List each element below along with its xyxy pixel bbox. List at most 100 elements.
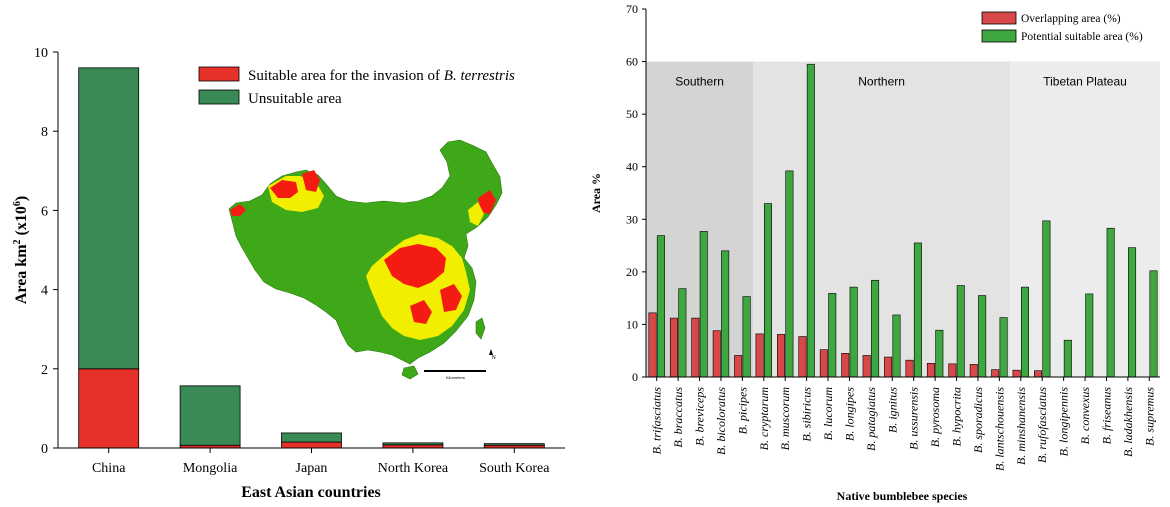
right-bar-potential <box>742 296 751 378</box>
right-x-tick-label: B. supremus <box>1142 387 1156 446</box>
right-bar-overlapping <box>691 317 700 378</box>
right-bar-potential <box>1020 286 1029 378</box>
right-bar-potential <box>935 329 944 378</box>
right-bar-potential <box>806 63 815 378</box>
right-y-tick-label: 10 <box>626 317 638 331</box>
right-bar-potential <box>978 295 987 378</box>
right-x-tick-label: B. lantschouensis <box>992 387 1006 471</box>
right-bar-potential <box>1085 293 1094 378</box>
right-bar-potential <box>721 250 730 378</box>
right-bar-overlapping <box>991 369 1000 378</box>
right-x-tick-label: B. bicoloratus <box>714 387 728 455</box>
right-bar-potential <box>656 235 665 378</box>
right-x-tick-label: B. breviceps <box>693 387 707 446</box>
left-bar-unsuitable <box>483 443 545 446</box>
right-y-tick-label: 60 <box>626 55 638 69</box>
left-x-tick-label: China <box>92 461 126 476</box>
right-bar-potential <box>849 286 858 378</box>
left-y-ticks: 0 2 4 6 8 10 <box>34 46 58 457</box>
right-bar-potential <box>1149 270 1158 378</box>
map-red-south <box>410 300 432 324</box>
right-bar-overlapping <box>819 349 828 378</box>
right-bar-overlapping <box>648 312 657 378</box>
right-bar-overlapping <box>905 359 914 378</box>
region-label: Southern <box>675 75 724 89</box>
right-x-tick-label: B. ladakhensis <box>1121 387 1135 457</box>
right-bar-overlapping <box>926 363 935 378</box>
right-bar-overlapping <box>969 364 978 378</box>
legend-swatch-suitable <box>198 66 240 82</box>
region-label: Tibetan Plateau <box>1043 75 1127 89</box>
right-bar-potential <box>678 288 687 378</box>
right-bar-potential <box>1106 227 1115 378</box>
right-bar-potential <box>828 293 837 378</box>
left-x-ticks: China Mongolia Japan North Korea South Korea <box>92 448 550 476</box>
right-bar-potential <box>956 285 965 378</box>
region-band-tibetan-plateau <box>1010 61 1160 377</box>
right-x-tick-label: B. ussurensis <box>907 387 921 450</box>
right-y-tick-label: 30 <box>626 212 638 226</box>
left-y-tick-label: 0 <box>41 442 48 457</box>
right-bar-potential <box>1063 339 1072 378</box>
right-bar-overlapping <box>841 353 850 378</box>
right-x-tick-label: B. lucorum <box>821 387 835 441</box>
right-bar-potential <box>1128 247 1137 378</box>
map-yellow-northeast <box>468 202 484 226</box>
map-red-west <box>230 204 246 216</box>
legend-swatch-unsuitable <box>198 89 240 105</box>
right-y-ticks: 0 10 20 30 40 50 60 70 <box>626 2 646 384</box>
right-y-tick-label: 70 <box>626 2 638 16</box>
right-x-tick-label: B. hypocrita <box>950 387 964 446</box>
left-x-tick-label: Japan <box>296 461 328 476</box>
left-x-tick-label: South Korea <box>479 461 550 476</box>
left-y-tick-label: 2 <box>41 363 48 378</box>
right-y-tick-label: 40 <box>626 160 638 174</box>
map-taiwan <box>475 317 486 340</box>
right-x-tick-label: B. longipes <box>842 387 856 441</box>
legend-label-unsuitable: Unsuitable area <box>248 91 342 107</box>
right-bar-potential <box>892 314 901 378</box>
right-bars <box>648 63 1158 378</box>
left-bar-unsuitable <box>78 67 140 370</box>
right-x-tick-label: B. trifasciatus <box>650 387 664 455</box>
china-suitability-map: Kilometers N <box>228 139 503 380</box>
left-y-tick-label: 4 <box>41 284 48 299</box>
map-north-label: N <box>492 355 496 361</box>
right-y-tick-label: 20 <box>626 265 638 279</box>
left-x-axis-title: East Asian countries <box>241 484 381 501</box>
right-bar-potential <box>785 170 794 378</box>
right-x-tick-label: B. muscorum <box>778 387 792 451</box>
right-x-tick-label: B. sibiricus <box>800 387 814 442</box>
right-bar-potential <box>699 231 708 378</box>
left-y-axis-title: Area km2 (x106) <box>12 196 30 304</box>
left-y-tick-label: 8 <box>41 125 48 140</box>
left-stacked-bar-chart: 0 2 4 6 8 10 China Mongolia Japan North Korea Sou… <box>12 46 565 501</box>
right-x-tick-label: B. cryptarum <box>757 387 771 451</box>
map-red-xinjiang <box>270 180 298 198</box>
right-x-tick-label: B. ignitus <box>885 387 899 433</box>
right-bar-overlapping <box>669 317 678 378</box>
right-x-tick-label: B. picipes <box>735 387 749 435</box>
north-arrow-icon <box>489 349 493 355</box>
right-bar-potential <box>999 317 1008 378</box>
right-x-tick-label: B. patagiatus <box>864 387 878 451</box>
legend-label-suitable: Suitable area for the invasion of B. ter… <box>248 68 515 84</box>
left-bar-unsuitable <box>382 442 444 446</box>
left-bar-suitable <box>78 368 140 449</box>
right-x-tick-label: B. longipennis <box>1057 387 1071 457</box>
right-x-tick-label: B. sporadicus <box>971 387 985 453</box>
right-bar-overlapping <box>712 330 721 378</box>
left-bar-unsuitable <box>281 432 342 443</box>
right-bar-potential <box>913 242 922 378</box>
right-bar-overlapping <box>755 333 764 378</box>
legend-swatch-potential <box>981 29 1017 43</box>
right-x-ticks: B. trifasciatus B. braccatus B. breviceps B… <box>650 377 1156 471</box>
right-x-axis-title: Native bumblebee species <box>837 489 968 503</box>
region-label: Northern <box>858 75 905 89</box>
right-x-tick-label: B. rufofasciatus <box>1035 387 1049 463</box>
map-red-central <box>384 244 446 288</box>
right-y-tick-label: 50 <box>626 107 638 121</box>
left-x-tick-label: Mongolia <box>183 461 238 476</box>
right-x-tick-label: B. convexus <box>1078 387 1092 445</box>
